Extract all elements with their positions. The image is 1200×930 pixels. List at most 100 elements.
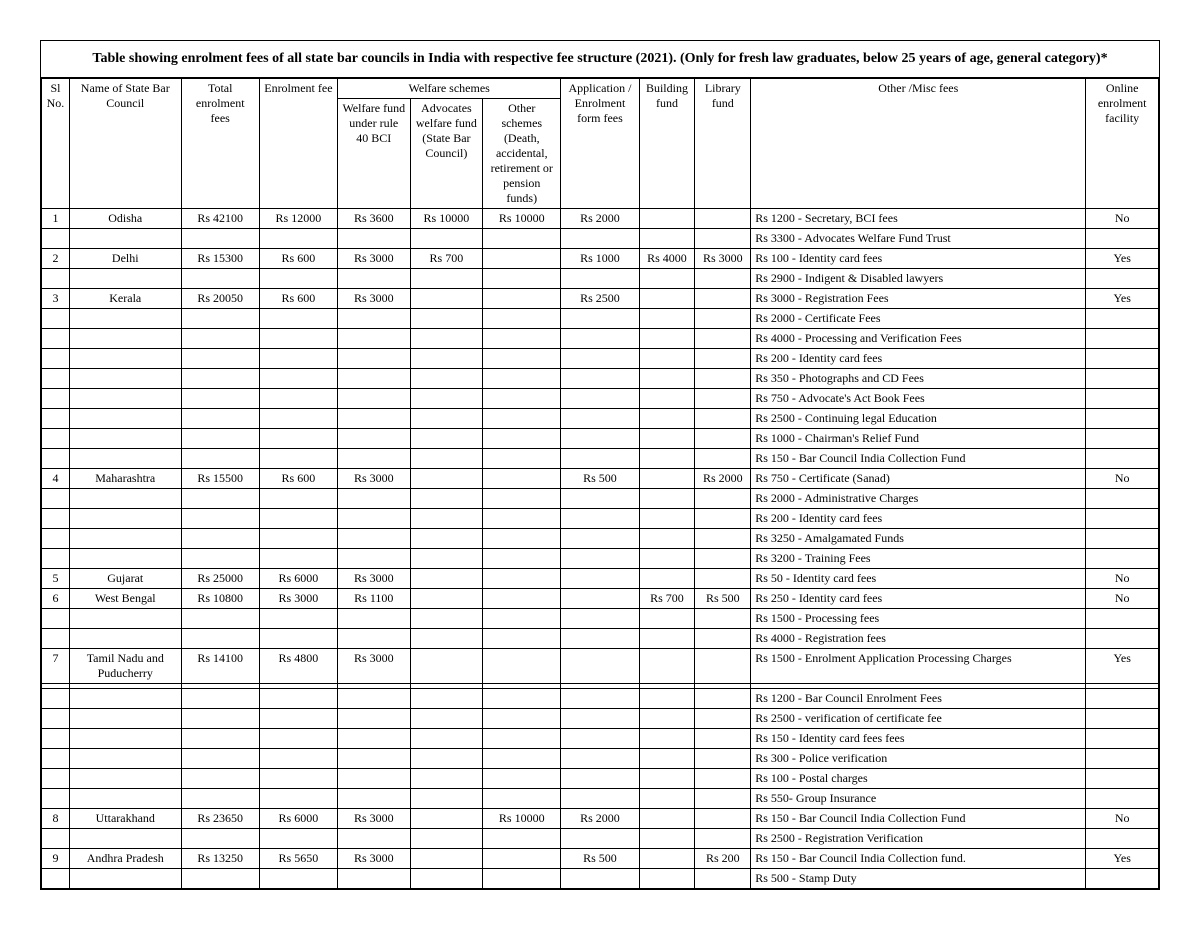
table-row: 8UttarakhandRs 23650Rs 6000Rs 3000Rs 100… [42, 809, 1159, 829]
cell-w2 [410, 329, 483, 349]
table-row: Rs 150 - Bar Council India Collection Fu… [42, 449, 1159, 469]
cell-total [181, 549, 259, 569]
cell-name [69, 369, 181, 389]
cell-w2 [410, 569, 483, 589]
cell-misc: Rs 150 - Bar Council India Collection fu… [751, 849, 1086, 869]
cell-w1 [337, 829, 410, 849]
cell-misc: Rs 100 - Postal charges [751, 769, 1086, 789]
cell-misc: Rs 2900 - Indigent & Disabled lawyers [751, 269, 1086, 289]
cell-enrol [259, 229, 337, 249]
cell-w3 [483, 469, 561, 489]
cell-enrol [259, 269, 337, 289]
cell-w2: Rs 10000 [410, 209, 483, 229]
cell-name: Delhi [69, 249, 181, 269]
cell-app: Rs 500 [561, 469, 639, 489]
cell-w2 [410, 489, 483, 509]
cell-w2 [410, 869, 483, 889]
table-row: Rs 500 - Stamp Duty [42, 869, 1159, 889]
cell-w1 [337, 349, 410, 369]
table-row: Rs 1500 - Processing fees [42, 609, 1159, 629]
cell-total [181, 449, 259, 469]
cell-name: Maharashtra [69, 469, 181, 489]
cell-w3 [483, 869, 561, 889]
cell-w2 [410, 549, 483, 569]
cell-total [181, 269, 259, 289]
cell-misc: Rs 150 - Identity card fees fees [751, 729, 1086, 749]
cell-w3 [483, 449, 561, 469]
cell-build [639, 409, 695, 429]
table-row: Rs 2500 - verification of certificate fe… [42, 709, 1159, 729]
cell-misc: Rs 200 - Identity card fees [751, 509, 1086, 529]
cell-enrol [259, 509, 337, 529]
cell-lib [695, 829, 751, 849]
cell-total [181, 789, 259, 809]
cell-w3 [483, 709, 561, 729]
cell-misc: Rs 1500 - Processing fees [751, 609, 1086, 629]
cell-name [69, 309, 181, 329]
cell-lib: Rs 2000 [695, 469, 751, 489]
cell-lib [695, 529, 751, 549]
cell-online: No [1086, 569, 1159, 589]
cell-w1 [337, 529, 410, 549]
cell-enrol [259, 869, 337, 889]
cell-lib [695, 809, 751, 829]
cell-app [561, 789, 639, 809]
table-row: Rs 2500 - Registration Verification [42, 829, 1159, 849]
cell-total: Rs 20050 [181, 289, 259, 309]
cell-app [561, 829, 639, 849]
cell-enrol [259, 309, 337, 329]
cell-online: Yes [1086, 849, 1159, 869]
cell-w1 [337, 389, 410, 409]
fee-table: Sl No. Name of State Bar Council Total e… [41, 78, 1159, 889]
cell-w3 [483, 549, 561, 569]
col-welfare: Welfare schemes [337, 79, 560, 99]
cell-sl [42, 729, 70, 749]
cell-w3 [483, 309, 561, 329]
col-w1: Welfare fund under rule 40 BCI [337, 99, 410, 209]
cell-enrol [259, 709, 337, 729]
cell-lib [695, 749, 751, 769]
cell-misc: Rs 750 - Certificate (Sanad) [751, 469, 1086, 489]
cell-w1 [337, 309, 410, 329]
cell-enrol [259, 329, 337, 349]
cell-app [561, 629, 639, 649]
cell-misc: Rs 2000 - Administrative Charges [751, 489, 1086, 509]
cell-w2 [410, 429, 483, 449]
table-row: Rs 3200 - Training Fees [42, 549, 1159, 569]
cell-name [69, 269, 181, 289]
cell-lib: Rs 3000 [695, 249, 751, 269]
cell-online [1086, 429, 1159, 449]
cell-enrol: Rs 5650 [259, 849, 337, 869]
cell-online: Yes [1086, 249, 1159, 269]
table-row: Rs 2000 - Certificate Fees [42, 309, 1159, 329]
cell-build [639, 349, 695, 369]
table-row: Rs 4000 - Processing and Verification Fe… [42, 329, 1159, 349]
cell-enrol: Rs 12000 [259, 209, 337, 229]
cell-online [1086, 369, 1159, 389]
cell-w2 [410, 529, 483, 549]
cell-w3 [483, 789, 561, 809]
cell-build [639, 209, 695, 229]
cell-name [69, 829, 181, 849]
cell-build [639, 329, 695, 349]
cell-app [561, 329, 639, 349]
cell-build [639, 729, 695, 749]
cell-total [181, 369, 259, 389]
cell-build [639, 649, 695, 684]
cell-total: Rs 25000 [181, 569, 259, 589]
cell-w1 [337, 509, 410, 529]
cell-w1: Rs 3000 [337, 249, 410, 269]
cell-sl [42, 369, 70, 389]
cell-name [69, 869, 181, 889]
cell-name [69, 789, 181, 809]
cell-enrol [259, 729, 337, 749]
cell-total [181, 489, 259, 509]
cell-name [69, 689, 181, 709]
cell-app [561, 369, 639, 389]
cell-app [561, 389, 639, 409]
cell-sl: 8 [42, 809, 70, 829]
cell-name [69, 529, 181, 549]
cell-sl [42, 309, 70, 329]
cell-w1 [337, 549, 410, 569]
cell-w2 [410, 509, 483, 529]
